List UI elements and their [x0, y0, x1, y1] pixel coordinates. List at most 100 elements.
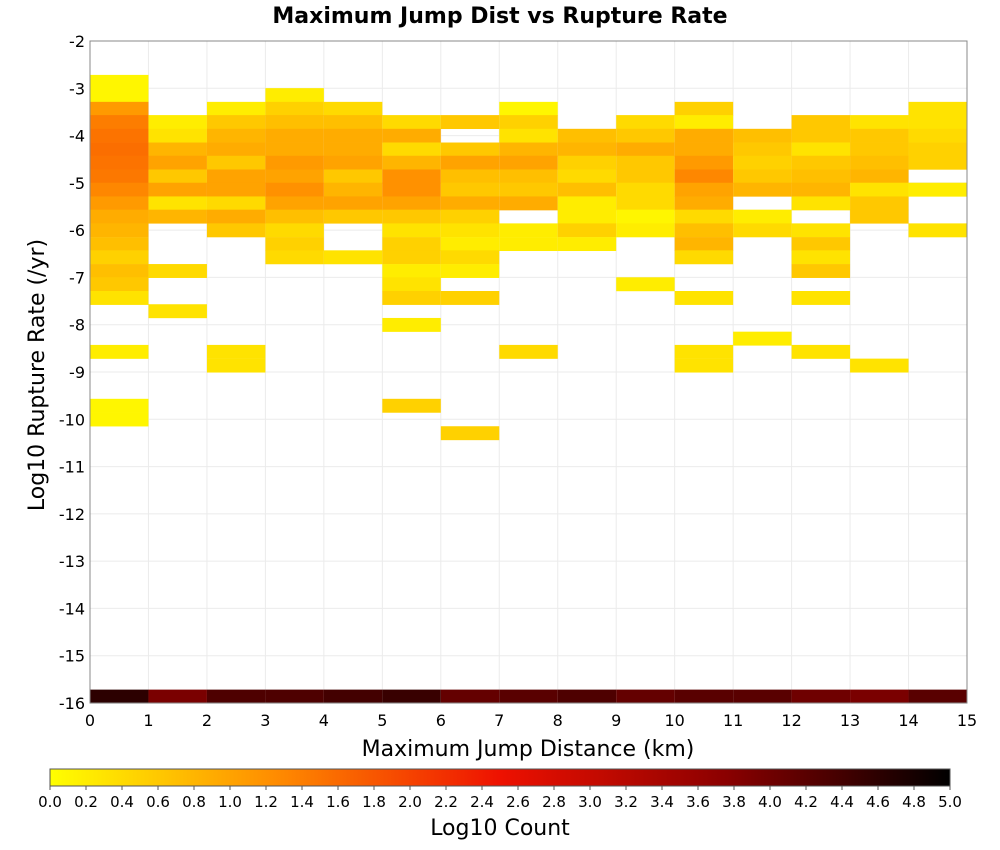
heatmap-cell	[90, 74, 149, 89]
heatmap-cell	[382, 209, 441, 224]
x-tick-label: 13	[840, 711, 860, 730]
heatmap-cell	[265, 237, 324, 252]
heatmap-cell	[382, 237, 441, 252]
x-tick-label: 12	[781, 711, 801, 730]
heatmap-cell	[90, 398, 149, 413]
heatmap-cell	[206, 169, 266, 184]
heatmap-cell	[616, 169, 675, 184]
heatmap-cell	[148, 689, 207, 704]
heatmap-cell	[206, 155, 266, 170]
heatmap-cell	[440, 223, 500, 238]
heatmap-cell	[733, 209, 792, 224]
heatmap-cell	[90, 264, 149, 278]
heatmap-cell	[265, 182, 324, 197]
x-tick-label: 10	[664, 711, 684, 730]
x-tick-label: 9	[611, 711, 621, 730]
heatmap-cell	[440, 209, 500, 224]
heatmap-cell	[206, 223, 266, 238]
heatmap-cell	[440, 689, 500, 704]
heatmap-cell	[382, 250, 441, 265]
heatmap-cell	[791, 237, 851, 252]
heatmap-cell	[440, 237, 500, 252]
heatmap-cell	[674, 101, 734, 116]
heatmap-cell	[90, 169, 149, 184]
x-tick-label: 2	[202, 711, 212, 730]
heatmap-cell	[674, 237, 734, 252]
heatmap-cell	[674, 115, 734, 130]
heatmap-cell	[908, 223, 967, 238]
y-tick-label: -2	[69, 32, 85, 51]
heatmap-cell	[850, 196, 909, 211]
heatmap-cell	[440, 142, 500, 157]
heatmap-cell	[323, 128, 383, 143]
y-tick-label: -14	[59, 599, 85, 618]
chart-title: Maximum Jump Dist vs Rupture Rate	[272, 4, 727, 29]
heatmap-cell	[499, 223, 558, 238]
heatmap-cell	[148, 209, 207, 224]
y-tick-label: -16	[59, 694, 85, 713]
colorbar-tick-label: 0.8	[182, 793, 206, 811]
heatmap-cell	[674, 155, 734, 170]
heatmap-cell	[382, 182, 441, 197]
y-tick-label: -3	[69, 79, 85, 98]
colorbar-tick-label: 5.0	[938, 793, 962, 811]
heatmap-cell	[265, 689, 324, 704]
heatmap-cell	[791, 155, 851, 170]
heatmap-cell	[733, 142, 792, 157]
heatmap-cell	[557, 223, 617, 238]
heatmap-cell	[557, 237, 617, 252]
heatmap-cell	[90, 277, 149, 292]
heatmap-cell	[148, 142, 207, 157]
heatmap-cell	[499, 237, 558, 252]
colorbar-tick-label: 3.8	[722, 793, 746, 811]
heatmap-cell	[90, 209, 149, 224]
heatmap-cell	[674, 358, 734, 373]
y-tick-label: -4	[69, 127, 85, 146]
heatmap-cell	[850, 689, 909, 704]
y-tick-label: -15	[59, 647, 85, 666]
heatmap-cell	[440, 196, 500, 211]
y-tick-label: -13	[59, 552, 85, 571]
heatmap-cell	[148, 128, 207, 143]
heatmap-cell	[733, 128, 792, 143]
heatmap-cell	[90, 115, 149, 130]
heatmap-cell	[148, 264, 207, 278]
heatmap-cell	[499, 128, 558, 143]
heatmap-cell	[265, 196, 324, 211]
heatmap-cell	[791, 196, 851, 211]
heatmap-cell	[90, 155, 149, 170]
colorbar-tick-label: 3.6	[686, 793, 710, 811]
heatmap-cell	[850, 128, 909, 143]
heatmap-cell	[674, 689, 734, 704]
colorbar-label: Log10 Count	[430, 816, 570, 841]
heatmap-cell	[616, 277, 675, 292]
heatmap-cell	[791, 264, 851, 278]
heatmap-cell	[499, 689, 558, 704]
heatmap-cell	[90, 223, 149, 238]
heatmap-cell	[382, 196, 441, 211]
colorbar-tick-label: 1.8	[362, 793, 386, 811]
heatmap-cell	[674, 169, 734, 184]
heatmap-cell	[90, 101, 149, 116]
heatmap-cell	[90, 182, 149, 197]
x-tick-label: 1	[143, 711, 153, 730]
heatmap-cell	[265, 128, 324, 143]
heatmap-cell	[323, 196, 383, 211]
x-tick-label: 15	[957, 711, 977, 730]
colorbar-tick-label: 2.2	[434, 793, 458, 811]
heatmap-cell	[791, 169, 851, 184]
heatmap-cell	[616, 689, 675, 704]
heatmap-cell	[908, 101, 967, 116]
colorbar-tick-label: 3.0	[578, 793, 602, 811]
heatmap-cell	[148, 182, 207, 197]
plot-area: 0 1 2 3 4 5 6 7 8 9 10 11 12 13 14 15-2-3-4-5-6-7-8-9-1…	[59, 32, 977, 730]
heatmap-cell	[499, 196, 558, 211]
heatmap-cell	[557, 689, 617, 704]
heatmap-cell	[206, 142, 266, 157]
colorbar-tick-label: 4.6	[866, 793, 890, 811]
heatmap-cell	[440, 291, 500, 305]
heatmap-cell	[206, 689, 266, 704]
heatmap-cell	[850, 155, 909, 170]
colorbar-tick-label: 2.0	[398, 793, 422, 811]
heatmap-cell	[733, 331, 792, 346]
